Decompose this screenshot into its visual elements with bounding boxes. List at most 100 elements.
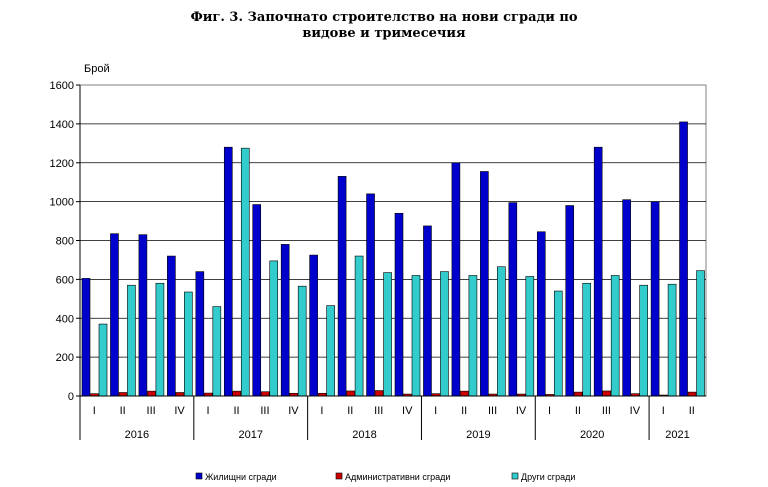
bar-series-0 <box>252 204 262 397</box>
y-tick-label: 1600 <box>50 80 74 92</box>
y-tick-label: 200 <box>56 352 74 364</box>
bar-series-1 <box>374 390 384 397</box>
x-tick-label: II <box>689 405 695 417</box>
bar-series-1 <box>175 392 185 397</box>
bar-series-2 <box>240 147 250 397</box>
bar-series-2 <box>411 275 421 397</box>
bar-series-2 <box>212 306 222 397</box>
bar-series-0 <box>593 146 603 397</box>
bar-series-2 <box>155 282 165 397</box>
year-label: 2018 <box>352 429 376 441</box>
bar-series-0 <box>679 121 688 397</box>
x-tick-label: II <box>233 405 239 417</box>
bar-series-0 <box>280 244 290 397</box>
bar-series-2 <box>525 276 535 397</box>
bar-series-1 <box>602 390 611 397</box>
legend-swatch-1 <box>335 472 343 480</box>
bar-series-2 <box>497 266 506 397</box>
bar-series-0 <box>480 171 489 397</box>
bar-series-2 <box>468 275 478 397</box>
bar-series-1 <box>573 391 583 397</box>
bar-series-1 <box>147 390 156 397</box>
bar-series-1 <box>346 390 355 397</box>
bar-series-0 <box>622 199 631 397</box>
x-tick-label: III <box>602 405 611 417</box>
bar-series-2 <box>696 270 705 397</box>
x-tick-label: III <box>260 405 269 417</box>
x-tick-label: II <box>120 405 126 417</box>
bar-series-2 <box>667 283 677 397</box>
bar-series-2 <box>184 291 193 397</box>
x-tick-label: I <box>548 405 551 417</box>
x-tick-label: I <box>434 405 437 417</box>
bar-series-0 <box>565 205 575 397</box>
bar-series-1 <box>260 391 270 397</box>
x-tick-label: II <box>461 405 467 417</box>
year-label: 2017 <box>238 429 262 441</box>
y-tick-label: 1200 <box>50 158 74 170</box>
bar-series-0 <box>138 234 148 397</box>
x-tick-label: I <box>93 405 96 417</box>
bar-series-0 <box>309 254 318 397</box>
y-tick-label: 800 <box>56 236 74 248</box>
x-tick-label: IV <box>402 405 413 417</box>
bar-series-2 <box>354 255 364 397</box>
chart-title-line-2: видове и тримесечия <box>302 26 466 41</box>
x-tick-label: II <box>575 405 581 417</box>
y-tick-label: 1400 <box>50 119 74 131</box>
bar-series-0 <box>167 255 176 397</box>
bar-series-0 <box>337 176 347 397</box>
x-tick-label: IV <box>288 405 299 417</box>
legend-label-1: Административни сгради <box>345 472 450 482</box>
bar-series-2 <box>98 323 108 397</box>
bar-series-2 <box>297 285 307 397</box>
bar-series-1 <box>460 390 469 397</box>
legend-label-0: Жилищни сгради <box>205 472 277 482</box>
y-tick-label: 600 <box>56 274 74 286</box>
x-tick-label: III <box>374 405 383 417</box>
bar-series-2 <box>440 271 449 397</box>
bar-series-2 <box>639 284 648 397</box>
bar-series-0 <box>508 202 518 397</box>
bar-series-0 <box>423 225 432 397</box>
year-label: 2020 <box>580 429 604 441</box>
bar-series-0 <box>81 278 91 397</box>
x-tick-label: II <box>347 405 353 417</box>
bars <box>81 121 705 397</box>
bar-series-0 <box>223 146 233 397</box>
legend: Жилищни сгради Административни сгради Друг… <box>195 472 575 482</box>
bar-series-2 <box>553 290 563 397</box>
y-axis-label: Брой <box>84 63 110 75</box>
bar-series-0 <box>650 201 660 397</box>
year-label: 2021 <box>665 429 689 441</box>
bar-series-1 <box>118 392 128 397</box>
bar-series-1 <box>232 390 242 397</box>
y-tick-label: 0 <box>68 391 74 403</box>
year-label: 2016 <box>125 429 149 441</box>
bar-series-1 <box>687 391 697 397</box>
year-label: 2019 <box>466 429 490 441</box>
bar-series-0 <box>451 162 461 397</box>
bar-series-0 <box>366 193 375 397</box>
bar-series-0 <box>195 271 205 397</box>
legend-swatch-2 <box>511 472 519 480</box>
y-tick-label: 1000 <box>50 197 74 209</box>
legend-label-2: Други сгради <box>521 472 575 482</box>
bar-series-2 <box>127 284 136 397</box>
x-tick-label: IV <box>174 405 185 417</box>
bar-series-2 <box>326 305 335 397</box>
x-tick-label: III <box>147 405 156 417</box>
bar-series-2 <box>610 275 620 397</box>
chart-title-line-1: Фиг. 3. Започнато строителство на нови с… <box>190 10 578 25</box>
legend-swatch-0 <box>195 472 203 480</box>
x-tick-label: III <box>488 405 497 417</box>
x-tick-label: I <box>207 405 210 417</box>
bar-series-2 <box>582 282 592 397</box>
bar-series-0 <box>394 212 404 397</box>
x-tick-label: I <box>662 405 665 417</box>
x-tick-label: IV <box>516 405 527 417</box>
bar-series-2 <box>383 272 392 397</box>
bar-series-0 <box>536 231 546 397</box>
